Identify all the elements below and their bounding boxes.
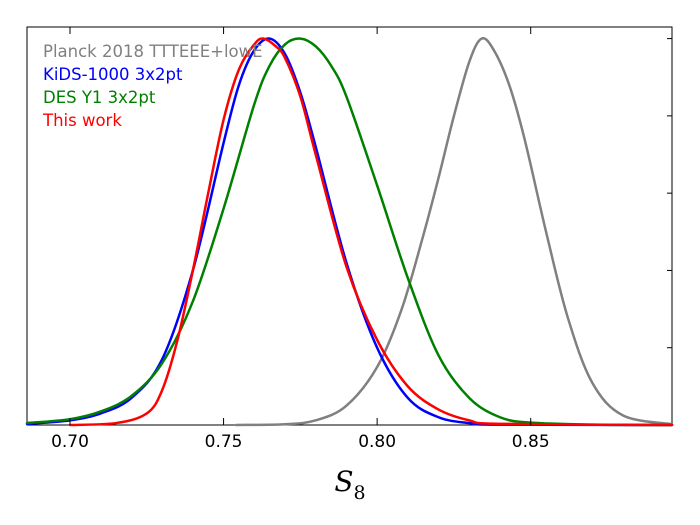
tick-layer: 0.70 0.75 0.80 0.85 (51, 27, 672, 452)
x-axis-label-main: S (334, 465, 353, 498)
x-tick-label: 0.75 (205, 432, 243, 452)
plot-area-frame (26, 26, 673, 426)
legend-entry: Planck 2018 TTTEEE+lowE (43, 42, 263, 61)
legend-entry: This work (42, 111, 122, 130)
x-axis-label-subscript: 8 (354, 482, 366, 504)
series-line-this-work (68, 37, 674, 427)
series-layer (25, 36, 674, 427)
x-tick-label: 0.70 (51, 432, 89, 452)
legend: Planck 2018 TTTEEE+lowE KiDS-1000 3x2pt DE… (42, 42, 263, 130)
series-line-planck-2018-ttteee-lowe (234, 36, 674, 427)
legend-entry: KiDS-1000 3x2pt (43, 65, 183, 84)
series-line-des-y1-3x2pt (25, 37, 674, 427)
x-tick-label: 0.80 (358, 432, 396, 452)
legend-entry: DES Y1 3x2pt (43, 88, 156, 107)
x-axis-label: S8 (334, 465, 365, 504)
x-tick-label: 0.85 (512, 432, 550, 452)
